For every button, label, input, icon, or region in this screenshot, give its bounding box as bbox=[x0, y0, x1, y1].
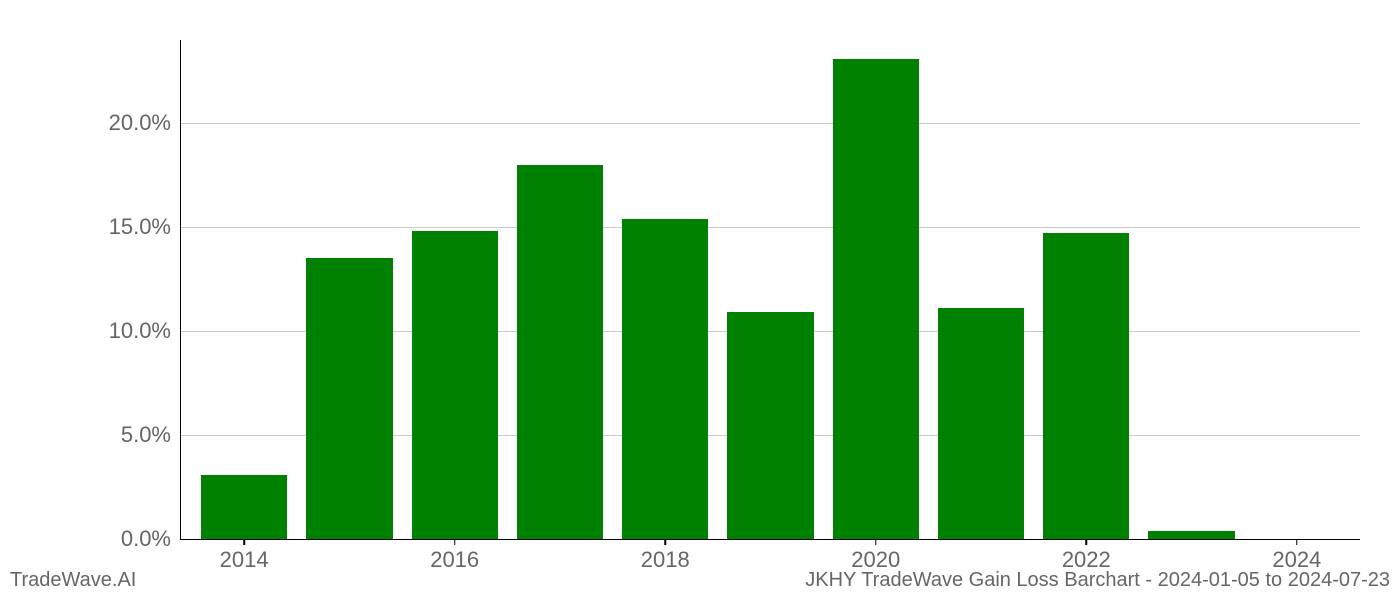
x-tick-mark bbox=[243, 539, 245, 545]
gridline bbox=[181, 123, 1360, 124]
x-tick-mark bbox=[1086, 539, 1088, 545]
bar bbox=[1148, 531, 1234, 539]
footer-right-text: JKHY TradeWave Gain Loss Barchart - 2024… bbox=[805, 569, 1390, 592]
x-tick-label: 2016 bbox=[430, 547, 479, 573]
x-tick-mark bbox=[875, 539, 877, 545]
chart-container: 0.0%5.0%10.0%15.0%20.0%20142016201820202… bbox=[180, 40, 1360, 540]
x-tick-mark bbox=[664, 539, 666, 545]
x-tick-mark bbox=[454, 539, 456, 545]
plot-area: 0.0%5.0%10.0%15.0%20.0%20142016201820202… bbox=[180, 40, 1360, 540]
x-tick-label: 2018 bbox=[641, 547, 690, 573]
bar bbox=[306, 258, 392, 539]
x-tick-label: 2014 bbox=[220, 547, 269, 573]
y-tick-label: 5.0% bbox=[121, 422, 171, 448]
bar bbox=[622, 219, 708, 539]
bar bbox=[517, 165, 603, 539]
bar bbox=[412, 231, 498, 539]
y-tick-label: 15.0% bbox=[109, 214, 171, 240]
y-tick-label: 10.0% bbox=[109, 318, 171, 344]
bar bbox=[1043, 233, 1129, 539]
x-tick-mark bbox=[1296, 539, 1298, 545]
bar bbox=[833, 59, 919, 539]
footer-left-text: TradeWave.AI bbox=[10, 569, 136, 592]
bar bbox=[201, 475, 287, 539]
bar bbox=[727, 312, 813, 539]
gridline bbox=[181, 227, 1360, 228]
y-tick-label: 20.0% bbox=[109, 110, 171, 136]
y-tick-label: 0.0% bbox=[121, 526, 171, 552]
bar bbox=[938, 308, 1024, 539]
